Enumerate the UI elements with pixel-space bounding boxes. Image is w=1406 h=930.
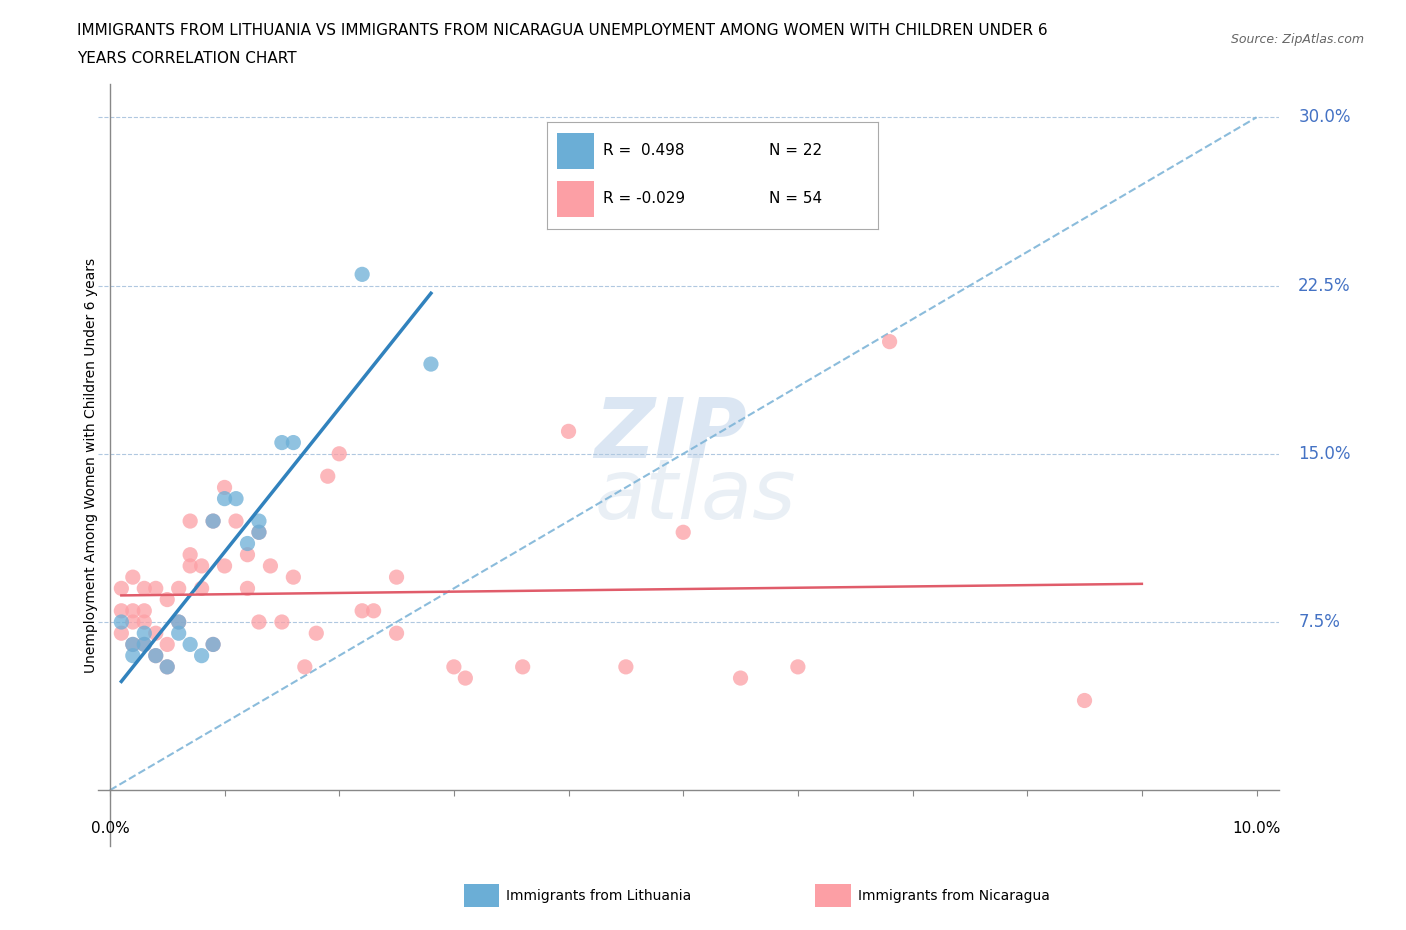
Point — [247, 525, 270, 539]
Point — [110, 626, 132, 641]
Point — [145, 648, 167, 663]
Text: 30.0%: 30.0% — [1298, 108, 1351, 126]
Point — [134, 604, 156, 618]
Point — [270, 435, 292, 450]
Point — [879, 334, 901, 349]
Point — [557, 424, 579, 439]
Point — [283, 570, 305, 585]
Point — [259, 559, 281, 574]
Point — [156, 637, 179, 652]
Text: Source: ZipAtlas.com: Source: ZipAtlas.com — [1230, 33, 1364, 46]
Point — [156, 659, 179, 674]
Point — [352, 604, 374, 618]
Point — [202, 513, 225, 528]
Point — [167, 615, 190, 630]
Point — [121, 648, 143, 663]
Point — [294, 659, 316, 674]
Point — [443, 659, 465, 674]
Point — [236, 536, 259, 551]
Point — [328, 446, 350, 461]
Point — [190, 581, 212, 596]
Point — [110, 581, 132, 596]
Point — [167, 626, 190, 641]
Point — [236, 581, 259, 596]
Point — [134, 637, 156, 652]
Point — [145, 648, 167, 663]
Point — [385, 570, 408, 585]
Point — [202, 637, 225, 652]
Point — [134, 626, 156, 641]
Point — [121, 604, 143, 618]
Point — [385, 626, 408, 641]
Point — [156, 592, 179, 607]
Point — [167, 581, 190, 596]
Point — [214, 559, 236, 574]
Point — [247, 615, 270, 630]
Point — [134, 581, 156, 596]
Point — [420, 356, 443, 371]
Text: IMMIGRANTS FROM LITHUANIA VS IMMIGRANTS FROM NICARAGUA UNEMPLOYMENT AMONG WOMEN : IMMIGRANTS FROM LITHUANIA VS IMMIGRANTS … — [77, 23, 1047, 38]
Point — [225, 491, 247, 506]
Point — [121, 637, 143, 652]
Point — [316, 469, 339, 484]
Point — [363, 604, 385, 618]
Point — [270, 615, 292, 630]
Point — [352, 267, 374, 282]
Text: ZIP: ZIP — [595, 394, 747, 475]
Point — [454, 671, 477, 685]
Point — [110, 615, 132, 630]
Text: YEARS CORRELATION CHART: YEARS CORRELATION CHART — [77, 51, 297, 66]
Point — [179, 637, 201, 652]
Point — [247, 513, 270, 528]
Point — [305, 626, 328, 641]
Point — [190, 648, 212, 663]
Point — [121, 637, 143, 652]
Point — [247, 525, 270, 539]
Point — [179, 513, 201, 528]
Point — [121, 570, 143, 585]
Point — [134, 637, 156, 652]
Point — [1073, 693, 1095, 708]
Point — [156, 659, 179, 674]
Point — [134, 615, 156, 630]
Text: atlas: atlas — [595, 455, 796, 536]
Point — [283, 435, 305, 450]
Text: Immigrants from Lithuania: Immigrants from Lithuania — [506, 888, 692, 903]
Text: 0.0%: 0.0% — [90, 821, 129, 836]
Point — [110, 604, 132, 618]
Text: 22.5%: 22.5% — [1298, 276, 1351, 295]
Point — [614, 659, 637, 674]
Point — [214, 480, 236, 495]
Point — [145, 581, 167, 596]
Point — [202, 637, 225, 652]
Point — [730, 671, 752, 685]
Y-axis label: Unemployment Among Women with Children Under 6 years: Unemployment Among Women with Children U… — [84, 258, 98, 672]
Point — [786, 659, 808, 674]
Text: Immigrants from Nicaragua: Immigrants from Nicaragua — [858, 888, 1049, 903]
Point — [225, 513, 247, 528]
Point — [236, 547, 259, 562]
Point — [121, 615, 143, 630]
Point — [214, 491, 236, 506]
Point — [190, 559, 212, 574]
Point — [179, 559, 201, 574]
Point — [167, 615, 190, 630]
Text: 15.0%: 15.0% — [1298, 445, 1351, 463]
Point — [145, 626, 167, 641]
Point — [202, 513, 225, 528]
Point — [672, 525, 695, 539]
Point — [179, 547, 201, 562]
Point — [512, 659, 534, 674]
Text: 7.5%: 7.5% — [1298, 613, 1340, 631]
Text: 10.0%: 10.0% — [1232, 821, 1281, 836]
